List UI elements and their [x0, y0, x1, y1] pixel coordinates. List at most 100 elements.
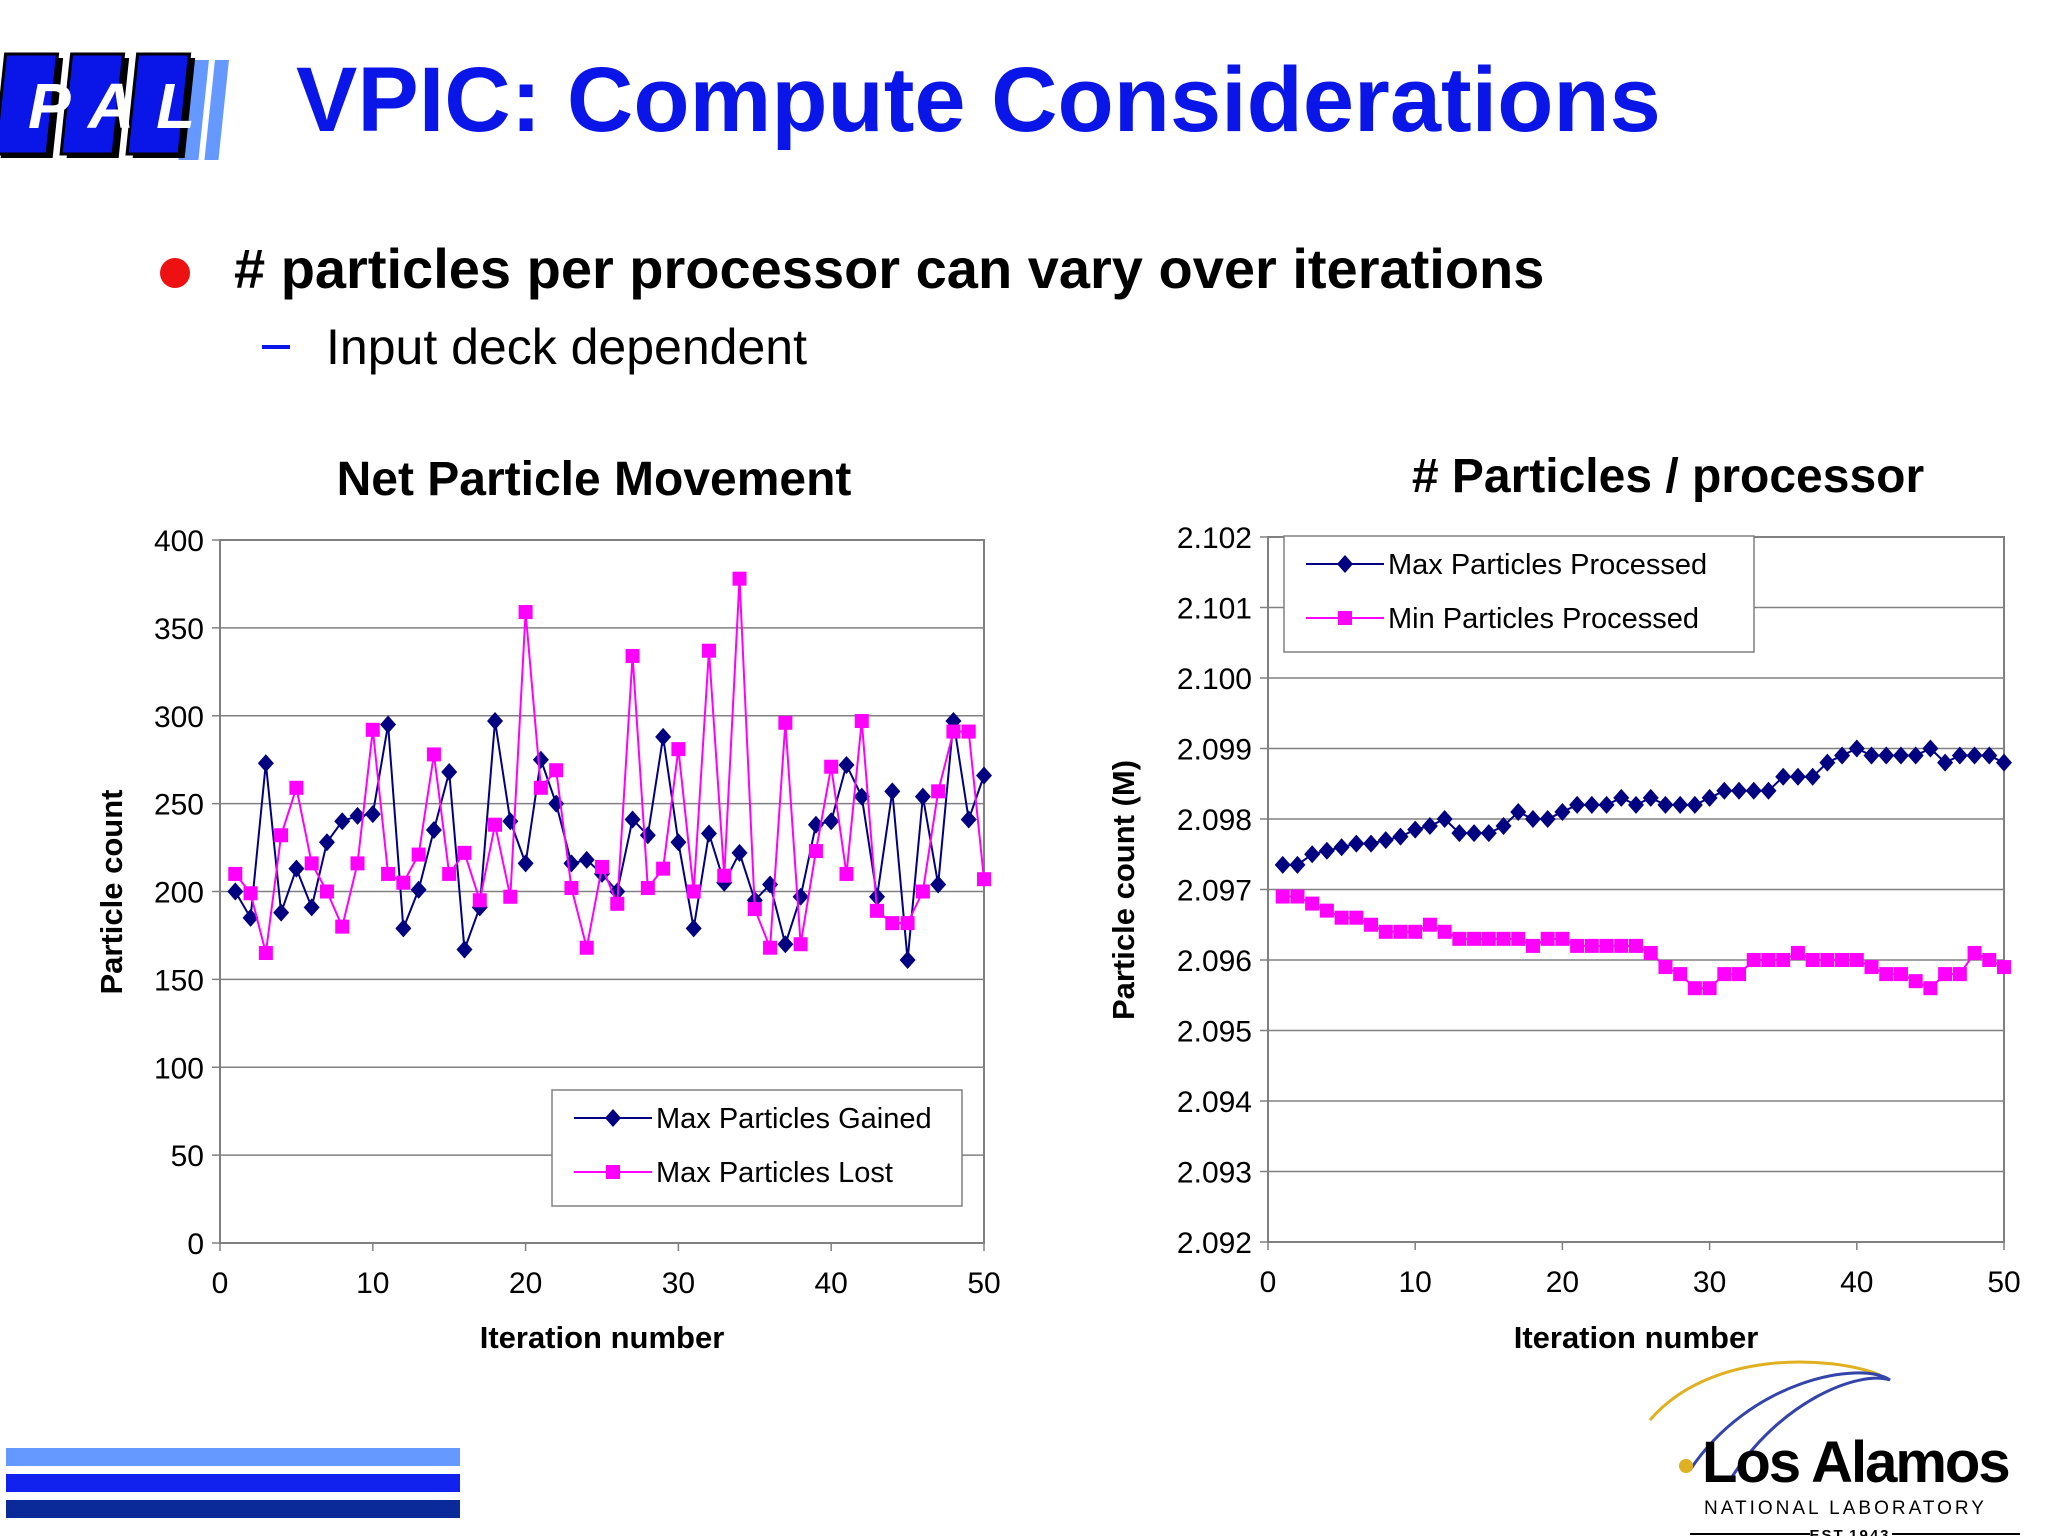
series-1-point: [1289, 855, 1306, 874]
y-tick-label: 2.097: [1177, 875, 1252, 908]
series-1-point: [1878, 746, 1895, 765]
series-2-point: [319, 884, 334, 899]
x-tick-label: 20: [1546, 1266, 1579, 1299]
series-2-point: [595, 859, 609, 874]
series-1-point: [364, 805, 381, 824]
y-tick-label: 2.101: [1177, 593, 1252, 626]
series-2-point: [717, 868, 732, 883]
series-2-point: [854, 714, 869, 729]
y-tick-label: 0: [187, 1228, 204, 1261]
series-2-point: [915, 884, 930, 899]
chart-2-ylabel: Particle count (M): [1106, 760, 1141, 1020]
series-2-point: [1378, 924, 1393, 939]
series-1-point: [1922, 739, 1939, 758]
series-2-point: [839, 866, 854, 881]
series-2-point: [1511, 931, 1526, 946]
series-2-point: [350, 856, 365, 871]
series-1-point: [1333, 838, 1350, 857]
series-2-point: [549, 763, 564, 778]
series-2-point: [1658, 960, 1673, 975]
series-1-point: [1274, 855, 1291, 874]
series-2-point: [1481, 931, 1496, 946]
series-2-point: [1408, 924, 1423, 939]
series-2-point: [1997, 960, 2011, 975]
series-2-point: [885, 916, 900, 931]
series-2-point: [518, 605, 533, 620]
series-1-point: [227, 882, 244, 901]
series-2-point: [1422, 917, 1437, 932]
series-2-point: [870, 903, 885, 918]
series-1-point: [914, 787, 931, 806]
series-1-point: [1745, 781, 1762, 800]
series-2-point: [1790, 945, 1805, 960]
series-2-point: [1452, 931, 1467, 946]
series-1-point: [700, 824, 717, 843]
series-1-point: [303, 898, 320, 917]
series-2-point: [1835, 953, 1850, 967]
series-1-point: [441, 762, 458, 781]
series-2-point: [793, 937, 808, 952]
series-1-point: [884, 782, 901, 801]
series-1-point: [273, 903, 290, 922]
y-tick-label: 2.100: [1177, 663, 1252, 696]
sub-bullet-dash: [262, 345, 290, 349]
series-1-point: [1863, 746, 1880, 765]
series-1-point: [899, 951, 916, 970]
series-1-point: [1672, 795, 1689, 814]
series-2-point: [1319, 903, 1334, 918]
series-1-point: [1554, 802, 1571, 821]
series-2-point: [579, 940, 594, 955]
series-2-point: [977, 872, 991, 887]
series-2-point: [961, 724, 976, 739]
series-2-point: [1305, 896, 1320, 911]
series-1-point: [1996, 753, 2012, 772]
series-1-point: [1775, 767, 1792, 786]
series-2-point: [533, 780, 548, 795]
series-2-point: [610, 896, 625, 911]
chart-2-title: # Particles / processor: [1412, 450, 1924, 503]
series-1-point: [1539, 810, 1556, 828]
series-1-point: [1892, 746, 1909, 765]
series-1-point: [685, 919, 702, 938]
series-1-point: [670, 833, 687, 852]
series-2-point: [1584, 938, 1599, 953]
series-2-point: [656, 861, 671, 876]
series-2-point: [274, 828, 289, 843]
series-1-point: [655, 727, 672, 746]
series-2-point: [1923, 981, 1938, 996]
series-1-point: [1657, 795, 1674, 814]
series-2-point: [1938, 967, 1953, 982]
series-2-point: [732, 571, 747, 586]
chart-1-title: Net Particle Movement: [337, 453, 852, 506]
series-2-point: [1393, 924, 1408, 939]
series-2-point: [1717, 967, 1732, 982]
series-2-point: [1349, 910, 1364, 925]
series-2-point: [1908, 974, 1923, 989]
series-2-point: [778, 715, 793, 730]
series-2-point: [1746, 953, 1761, 967]
series-2-point: [1820, 953, 1835, 967]
series-1-point: [838, 755, 855, 774]
x-tick-label: 0: [212, 1267, 229, 1300]
series-2-point: [824, 759, 839, 774]
series-1-point: [456, 940, 473, 959]
series-2-point: [289, 780, 304, 795]
series-2-point: [472, 893, 487, 908]
series-1-point: [1466, 824, 1483, 843]
series-1-point: [1981, 746, 1998, 765]
series-1-point: [517, 854, 534, 873]
series-1-point: [532, 750, 549, 769]
series-2-point: [243, 886, 258, 901]
series-2-point: [931, 784, 946, 799]
series-1-point: [823, 812, 840, 831]
x-tick-label: 40: [815, 1267, 848, 1300]
y-tick-label: 2.099: [1177, 734, 1252, 767]
series-1-point: [930, 875, 947, 894]
series-2-point: [640, 880, 655, 895]
y-tick-label: 2.096: [1177, 945, 1252, 978]
series-1-point: [1951, 746, 1968, 765]
series-1-point: [1966, 746, 1983, 765]
series-1-point: [1304, 845, 1321, 864]
series-2-point: [396, 875, 411, 890]
